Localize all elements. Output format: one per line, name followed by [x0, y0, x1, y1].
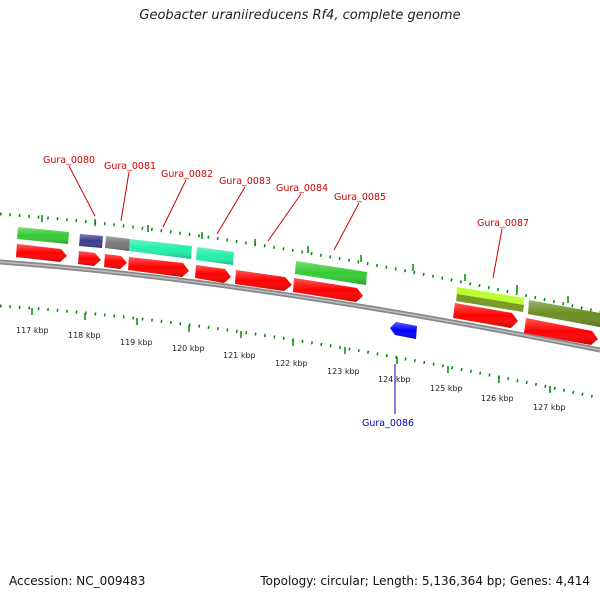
feature-bar-green[interactable] — [17, 227, 69, 244]
kbp-scale-labels: 117 kbp 118 kbp 119 kbp 120 kbp 121 kbp … — [16, 326, 566, 412]
gene-labels: Gura_0080 Gura_0081 Gura_0082 Gura_0083 … — [43, 155, 529, 429]
genome-title: Geobacter uraniireducens Rf4, complete g… — [139, 8, 461, 23]
feature-bar-aqua[interactable] — [196, 247, 234, 265]
feature-bar-aqua[interactable] — [129, 239, 192, 259]
cds-arrow[interactable] — [104, 254, 127, 269]
gene-label-gura-0086[interactable]: Gura_0086 — [362, 418, 414, 429]
genome-summary-text: Topology: circular; Length: 5,136,364 bp… — [260, 574, 590, 588]
gene-label-gura-0084[interactable]: Gura_0084 — [276, 183, 328, 194]
feature-bar-lime[interactable] — [456, 287, 524, 312]
gene-label-gura-0082[interactable]: Gura_0082 — [161, 169, 213, 180]
cds-arrow[interactable] — [524, 318, 598, 345]
gene-label-gura-0085[interactable]: Gura_0085 — [334, 192, 386, 203]
gene-label-gura-0081[interactable]: Gura_0081 — [104, 161, 156, 172]
cds-arrow[interactable] — [16, 244, 67, 262]
kbp-label: 124 kbp — [378, 375, 411, 384]
cds-arrow[interactable] — [453, 303, 518, 328]
cds-arrow[interactable] — [128, 257, 189, 277]
outer-major-ticks — [41, 215, 569, 303]
cds-arrow[interactable] — [78, 251, 101, 266]
gene-label-gura-0087[interactable]: Gura_0087 — [477, 218, 529, 229]
kbp-label: 125 kbp — [430, 384, 463, 393]
inner-tick-ring — [0, 304, 600, 400]
kbp-label: 127 kbp — [533, 403, 566, 412]
feature-bar-gray[interactable] — [105, 236, 130, 251]
gene-label-gura-0083[interactable]: Gura_0083 — [219, 176, 271, 187]
kbp-label: 122 kbp — [275, 359, 308, 368]
feature-bar-green[interactable] — [295, 261, 367, 285]
gene-label-gura-0080[interactable]: Gura_0080 — [43, 155, 95, 166]
cds-arrow[interactable] — [235, 270, 292, 291]
cds-arrow[interactable] — [293, 278, 363, 302]
cds-arrow[interactable] — [195, 265, 231, 283]
kbp-label: 123 kbp — [327, 367, 360, 376]
kbp-label: 117 kbp — [16, 326, 49, 335]
cds-tier — [16, 244, 598, 345]
kbp-label: 120 kbp — [172, 344, 205, 353]
annotation-tier — [17, 227, 600, 327]
accession-text: Accession: NC_009483 — [9, 574, 146, 588]
reverse-gene-blue[interactable] — [390, 322, 417, 339]
feature-bar-olive[interactable] — [528, 300, 600, 327]
kbp-label: 121 kbp — [223, 351, 256, 360]
feature-bar-navy[interactable] — [79, 234, 103, 248]
kbp-label: 118 kbp — [68, 331, 101, 340]
label-leader-lines — [68, 165, 503, 279]
inner-major-ticks — [31, 308, 551, 393]
kbp-label: 119 kbp — [120, 338, 153, 347]
kbp-label: 126 kbp — [481, 394, 514, 403]
